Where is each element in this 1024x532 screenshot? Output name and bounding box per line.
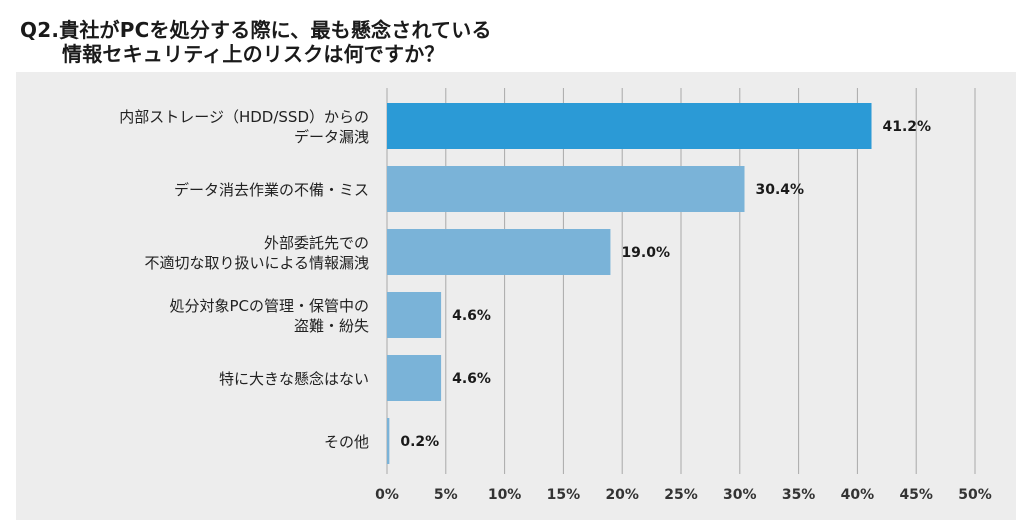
category-label: データ漏洩 [294,128,369,146]
chart-title-line1: Q2.貴社がPCを処分する際に、最も懸念されている [20,18,492,42]
x-tick-label: 45% [899,487,933,503]
data-label: 19.0% [621,245,670,261]
category-label: 盗難・紛失 [294,317,369,335]
data-label: 30.4% [756,182,805,198]
x-tick-label: 50% [958,487,992,503]
bar [387,166,745,212]
data-label: 0.2% [400,434,439,450]
bar [387,292,442,338]
x-tick-label: 0% [375,487,399,503]
category-label: 不適切な取り扱いによる情報漏洩 [144,254,369,272]
bar [387,103,872,149]
data-label: 41.2% [883,119,932,135]
x-tick-label: 40% [841,487,875,503]
x-tick-label: 25% [664,487,698,503]
bar [387,418,390,464]
bar [387,229,611,275]
category-label: 特に大きな懸念はない [219,370,369,388]
x-tick-label: 15% [547,487,581,503]
bar [387,355,442,401]
chart-title-line2: 情報セキュリティ上のリスクは何ですか？ [62,42,445,66]
category-label: その他 [324,433,369,451]
data-label: 4.6% [452,371,491,387]
x-tick-label: 10% [488,487,522,503]
chart-title: Q2.貴社がPCを処分する際に、最も懸念されている 情報セキュリティ上のリスクは… [20,18,492,66]
data-label: 4.6% [452,308,491,324]
x-tick-label: 5% [434,487,458,503]
category-label: 外部委託先での [264,234,369,252]
x-tick-label: 30% [723,487,757,503]
x-tick-label: 20% [605,487,639,503]
category-label: 処分対象PCの管理・保管中の [169,297,369,315]
category-label: データ消去作業の不備・ミス [174,181,369,199]
x-tick-label: 35% [782,487,816,503]
category-label: 内部ストレージ（HDD/SSD）からの [119,108,369,126]
